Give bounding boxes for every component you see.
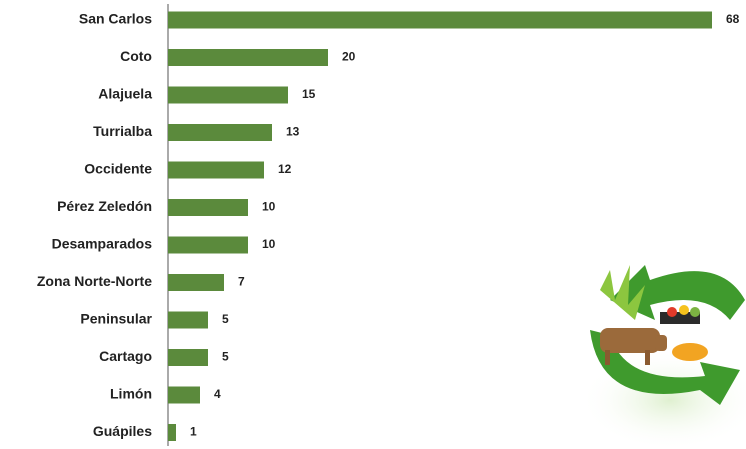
value-label: 1	[190, 425, 197, 439]
bar	[168, 274, 224, 291]
bar	[168, 386, 200, 404]
value-label: 5	[222, 312, 229, 326]
bar	[168, 161, 264, 179]
value-label: 13	[286, 125, 300, 139]
category-label: Alajuela	[98, 86, 152, 102]
category-label: Desamparados	[52, 236, 153, 252]
category-label: Turrialba	[93, 123, 152, 139]
category-label: Guápiles	[93, 423, 152, 439]
category-label: Zona Norte-Norte	[37, 273, 152, 289]
value-label: 10	[262, 200, 276, 214]
category-label: Cartago	[99, 348, 152, 364]
value-label: 7	[238, 275, 245, 289]
value-label: 5	[222, 350, 229, 364]
bar	[168, 86, 288, 104]
value-label: 10	[262, 237, 276, 251]
bar	[168, 49, 328, 66]
value-label: 4	[214, 387, 221, 401]
bar	[168, 236, 248, 254]
value-label: 12	[278, 162, 292, 176]
category-label: San Carlos	[79, 11, 152, 27]
value-label: 20	[342, 50, 356, 64]
bar	[168, 199, 248, 216]
bar	[168, 11, 712, 29]
bar	[168, 124, 272, 141]
category-label: Coto	[120, 48, 152, 64]
bar	[168, 424, 176, 441]
bar	[168, 349, 208, 366]
logo	[580, 265, 746, 449]
category-label: Pérez Zeledón	[57, 198, 152, 214]
category-label: Occidente	[84, 161, 152, 177]
category-label: Limón	[110, 386, 152, 402]
value-label: 15	[302, 87, 316, 101]
bar	[168, 311, 208, 329]
value-label: 68	[726, 12, 740, 26]
category-label: Peninsular	[80, 311, 152, 327]
